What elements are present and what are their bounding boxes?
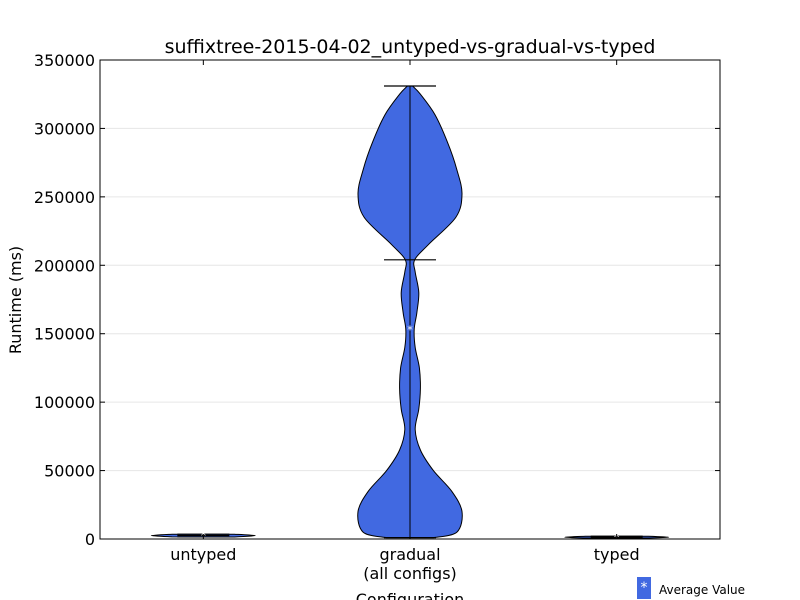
y-tick-label: 50000 (44, 462, 95, 481)
legend-label: Average Value (659, 583, 745, 597)
axes: 0 50000 100000 150000 200000 250000 300000 3500… (34, 51, 720, 583)
y-tick-label: 100000 (34, 393, 95, 412)
y-tick-label: 150000 (34, 325, 95, 344)
x-axis-label: Configuration (356, 590, 465, 600)
legend-swatch (637, 577, 651, 599)
x-tick-label: gradual (all configs) (363, 545, 457, 583)
legend: * Average Value (637, 577, 745, 599)
legend-marker-icon: * (641, 580, 648, 596)
x-tick-label: typed (594, 545, 640, 564)
chart-title: suffixtree-2015-04-02_untyped-vs-gradual… (165, 36, 656, 58)
y-axis-label: Runtime (ms) (6, 246, 25, 354)
y-tick-label: 250000 (34, 188, 95, 207)
violins: *** (150, 85, 670, 544)
y-tick-label: 300000 (34, 119, 95, 138)
y-tick-label: 0 (85, 530, 95, 549)
y-tick-label: 350000 (34, 51, 95, 70)
mean-marker-icon: * (407, 324, 413, 337)
y-tick-label: 200000 (34, 256, 95, 275)
x-tick-label: untyped (170, 545, 236, 564)
